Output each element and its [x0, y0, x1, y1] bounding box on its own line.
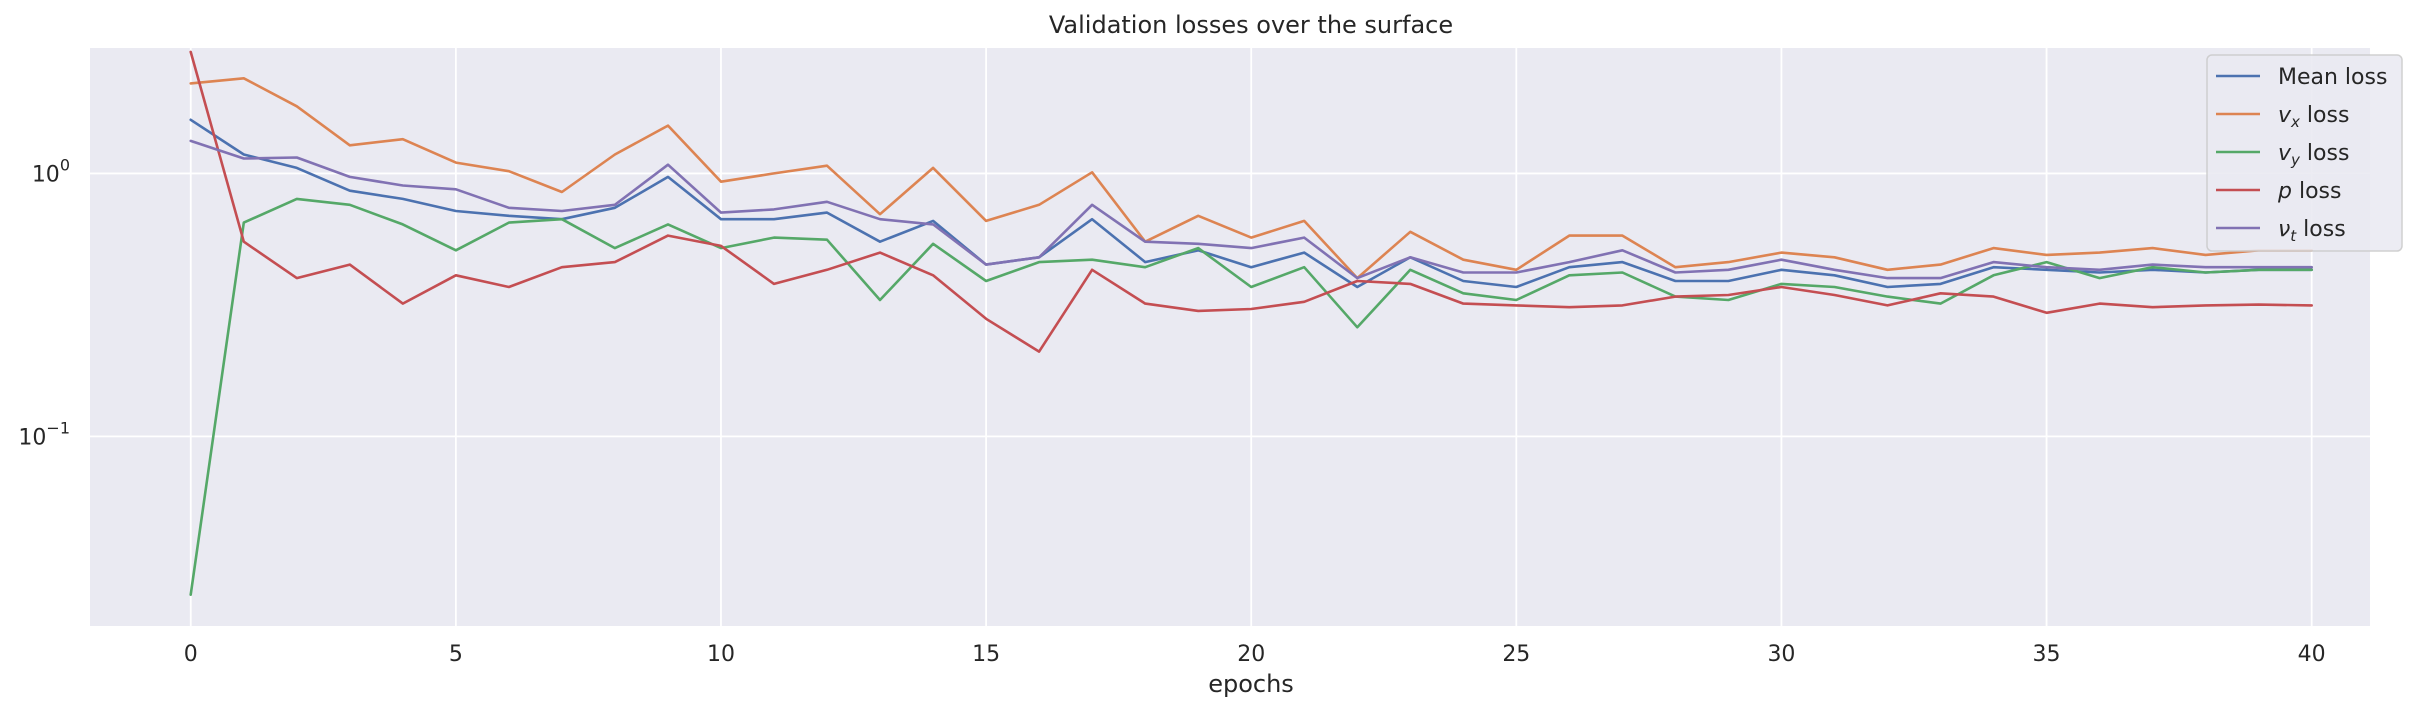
legend-frame	[2206, 54, 2403, 252]
series-line-4	[189, 139, 2313, 280]
legend-label: vx loss	[2278, 103, 2349, 131]
x-tick-label: 20	[1237, 642, 1265, 667]
plot-area	[90, 48, 2370, 626]
x-axis-label: epochs	[1208, 670, 1294, 698]
series-line-1	[189, 77, 2313, 280]
x-tick-label: 0	[184, 642, 198, 667]
x-tick-label: 15	[972, 642, 1000, 667]
grid	[90, 48, 2370, 626]
x-tick-label: 30	[1767, 642, 1795, 667]
x-tick-label: 35	[2033, 642, 2061, 667]
y-tick-labels: 100 10−1	[18, 155, 70, 450]
series-lines	[189, 50, 2313, 597]
x-tick-label: 5	[449, 642, 463, 667]
x-tick-label: 40	[2298, 642, 2326, 667]
y-tick-label: 10−1	[18, 418, 70, 450]
legend-label: Mean loss	[2278, 65, 2387, 90]
series-line-0	[189, 118, 2313, 289]
legend-label: νt loss	[2278, 217, 2346, 245]
legend-label: vy loss	[2278, 141, 2349, 169]
legend-label: p loss	[2277, 179, 2341, 204]
x-tick-labels: 0 5 10 15 20 25 30 35 40	[184, 642, 2326, 667]
x-tick-label: 25	[1502, 642, 1530, 667]
x-tick-label: 10	[707, 642, 735, 667]
series-line-3	[189, 50, 2313, 353]
legend: Mean loss vx loss vy loss p loss νt loss	[2206, 54, 2403, 252]
y-tick-label: 100	[32, 155, 70, 187]
chart-title: Validation losses over the surface	[1049, 11, 1453, 39]
